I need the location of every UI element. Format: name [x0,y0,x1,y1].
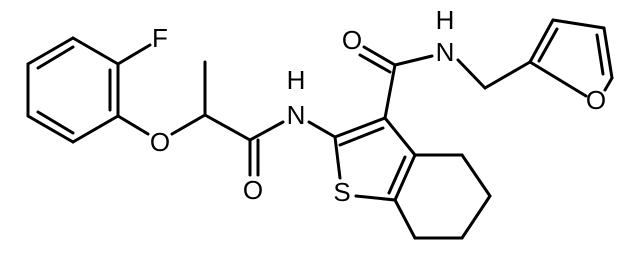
atom-label: N [287,100,306,130]
atom-label: F [152,23,168,53]
bonds [26,18,614,240]
atom-label: N [436,37,455,67]
atom-label: O [150,127,170,157]
atom-label: S [333,177,350,207]
atom-label: H [436,5,455,35]
atom-label: O [342,25,362,55]
atom-label: O [586,85,606,115]
atom-labels: F O H N O S O H N O [150,5,606,207]
atom-label: H [287,65,306,95]
atom-label: O [243,175,263,205]
